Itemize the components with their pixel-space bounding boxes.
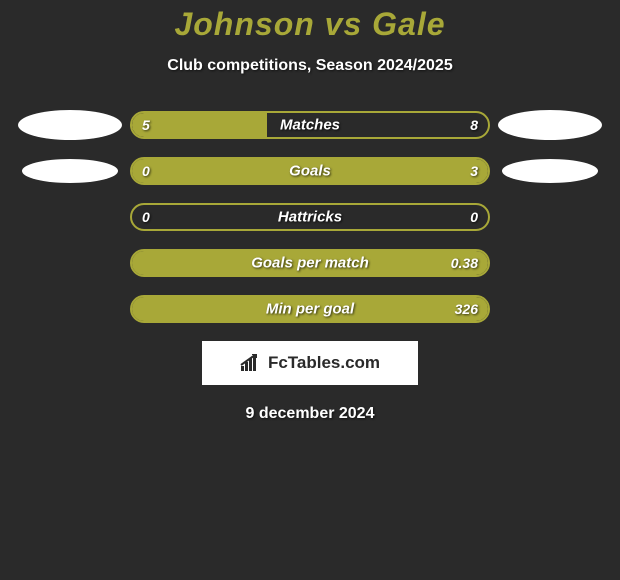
stat-row: 0.38 Goals per match xyxy=(10,249,610,277)
bar-label: Goals xyxy=(289,163,331,180)
left-indicator xyxy=(10,159,130,183)
ellipse-icon xyxy=(22,159,118,183)
bar-label: Matches xyxy=(280,117,340,134)
bar-chart-icon xyxy=(240,354,262,372)
bar-value-left: 0 xyxy=(142,209,150,225)
logo-badge: FcTables.com xyxy=(202,341,418,385)
stat-row: 0 0 Hattricks xyxy=(10,203,610,231)
bar-label: Goals per match xyxy=(251,255,369,272)
stat-bar: 0.38 Goals per match xyxy=(130,249,490,277)
stat-bar: 0 0 Hattricks xyxy=(130,203,490,231)
stat-bar: 326 Min per goal xyxy=(130,295,490,323)
stat-bar: 5 8 Matches xyxy=(130,111,490,139)
bar-fill-left xyxy=(132,113,267,137)
bar-label: Min per goal xyxy=(266,301,354,318)
bar-value-right: 0.38 xyxy=(451,255,478,271)
bar-value-right: 0 xyxy=(470,209,478,225)
bar-value-left: 5 xyxy=(142,117,150,133)
comparison-infographic: Johnson vs Gale Club competitions, Seaso… xyxy=(0,0,620,423)
ellipse-icon xyxy=(18,110,122,140)
right-indicator xyxy=(490,110,610,140)
stat-row: 0 3 Goals xyxy=(10,157,610,185)
date-stamp: 9 december 2024 xyxy=(0,405,620,423)
left-indicator xyxy=(10,110,130,140)
stat-bar: 0 3 Goals xyxy=(130,157,490,185)
right-indicator xyxy=(490,159,610,183)
bar-value-right: 8 xyxy=(470,117,478,133)
logo-text: FcTables.com xyxy=(268,353,380,373)
ellipse-icon xyxy=(502,159,598,183)
ellipse-icon xyxy=(498,110,602,140)
bar-value-right: 326 xyxy=(455,301,478,317)
bar-value-left: 0 xyxy=(142,163,150,179)
chart-area: 5 8 Matches 0 3 Goals 0 0 Hattricks 0.38 Goals per… xyxy=(0,111,620,323)
page-title: Johnson vs Gale xyxy=(0,6,620,43)
bar-label: Hattricks xyxy=(278,209,342,226)
stat-row: 5 8 Matches xyxy=(10,111,610,139)
bar-value-right: 3 xyxy=(470,163,478,179)
stat-row: 326 Min per goal xyxy=(10,295,610,323)
subtitle: Club competitions, Season 2024/2025 xyxy=(0,57,620,75)
